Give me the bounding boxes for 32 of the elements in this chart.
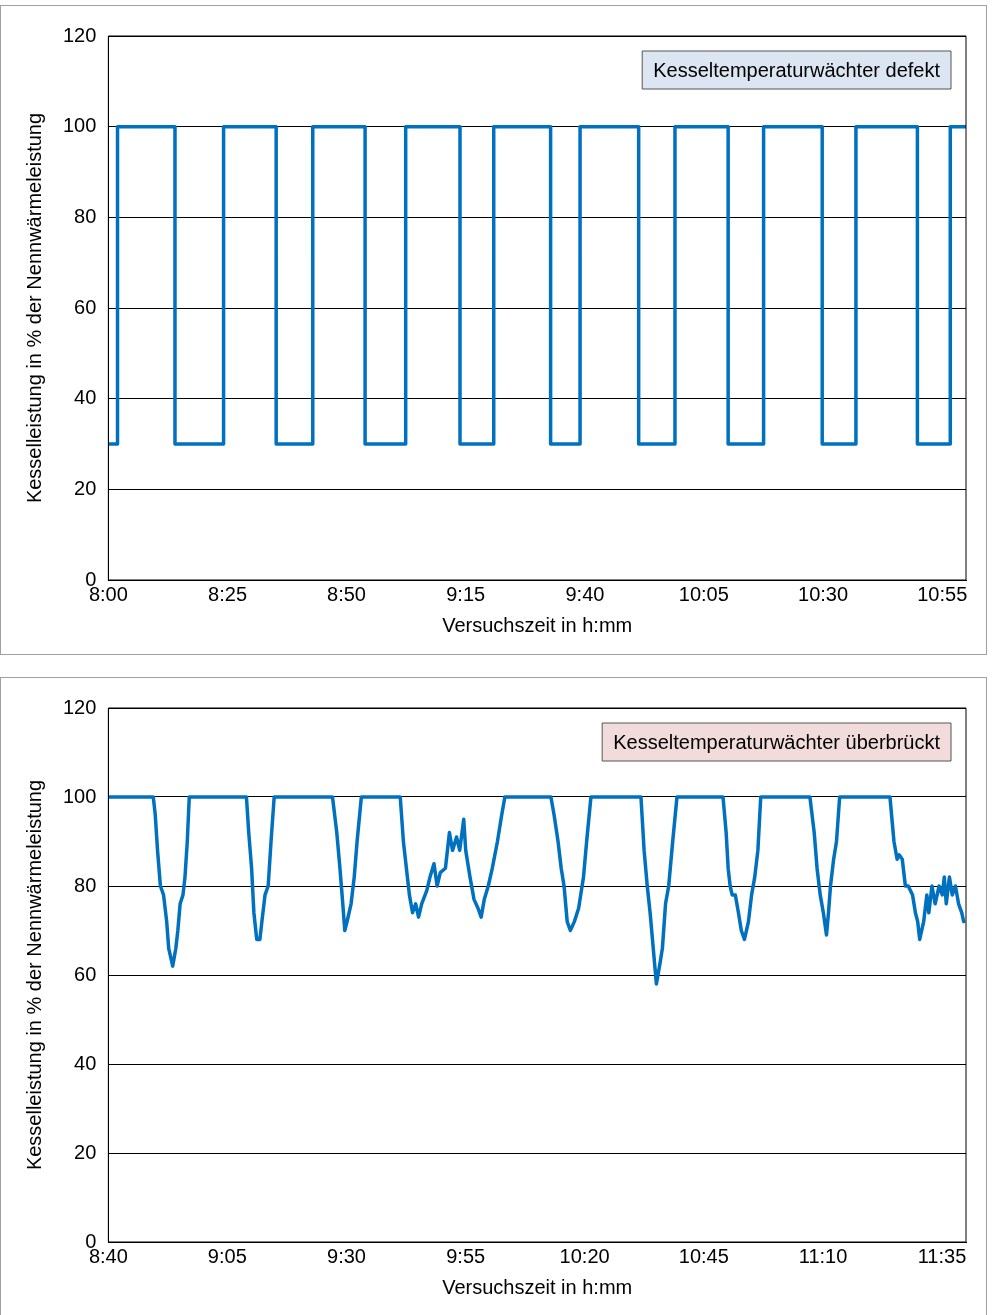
y-tick-label: 40 [74, 1051, 97, 1074]
y-tick-label: 80 [74, 204, 97, 227]
annotation: Kesseltemperaturwächter überbrückt [613, 730, 941, 753]
y-axis-title: Kesselleistung in % der Nennwärmeleistung [22, 779, 45, 1171]
y-tick-label: 120 [62, 23, 97, 46]
y-axis-title: Kesselleistung in % der Nennwärmeleistung [22, 112, 45, 504]
x-tick-label: 10:20 [559, 1244, 610, 1267]
y-tick-label: 20 [74, 1140, 97, 1163]
x-tick-label: 11:10 [798, 1244, 848, 1267]
y-tick-label: 100 [62, 784, 97, 807]
x-axis-title: Versuchszeit in h:mm [442, 613, 633, 636]
y-tick-label: 60 [74, 962, 97, 985]
x-tick-label: 9:40 [565, 582, 605, 605]
x-tick-label: 10:05 [678, 582, 729, 605]
x-tick-label: 10:55 [917, 582, 968, 605]
y-tick-label: 40 [74, 386, 97, 409]
x-tick-label: 10:45 [678, 1244, 729, 1267]
x-tick-label: 11:35 [917, 1244, 967, 1267]
x-tick-label: 10:30 [798, 582, 849, 605]
x-tick-label: 9:05 [207, 1244, 247, 1267]
x-tick-label: 9:15 [446, 582, 486, 605]
x-tick-label: 8:25 [208, 582, 248, 605]
x-tick-label: 8:50 [327, 582, 366, 605]
y-tick-label: 60 [74, 295, 97, 318]
y-tick-label: 120 [62, 695, 97, 718]
y-tick-label: 100 [62, 114, 97, 137]
x-tick-label: 9:55 [446, 1244, 486, 1267]
y-tick-label: 80 [74, 873, 97, 896]
x-axis-title: Versuchszeit in h:mm [442, 1275, 633, 1298]
y-tick-label: 20 [74, 476, 97, 499]
annotation: Kesseltemperaturwächter defekt [653, 58, 941, 81]
x-tick-label: 9:30 [327, 1244, 366, 1267]
